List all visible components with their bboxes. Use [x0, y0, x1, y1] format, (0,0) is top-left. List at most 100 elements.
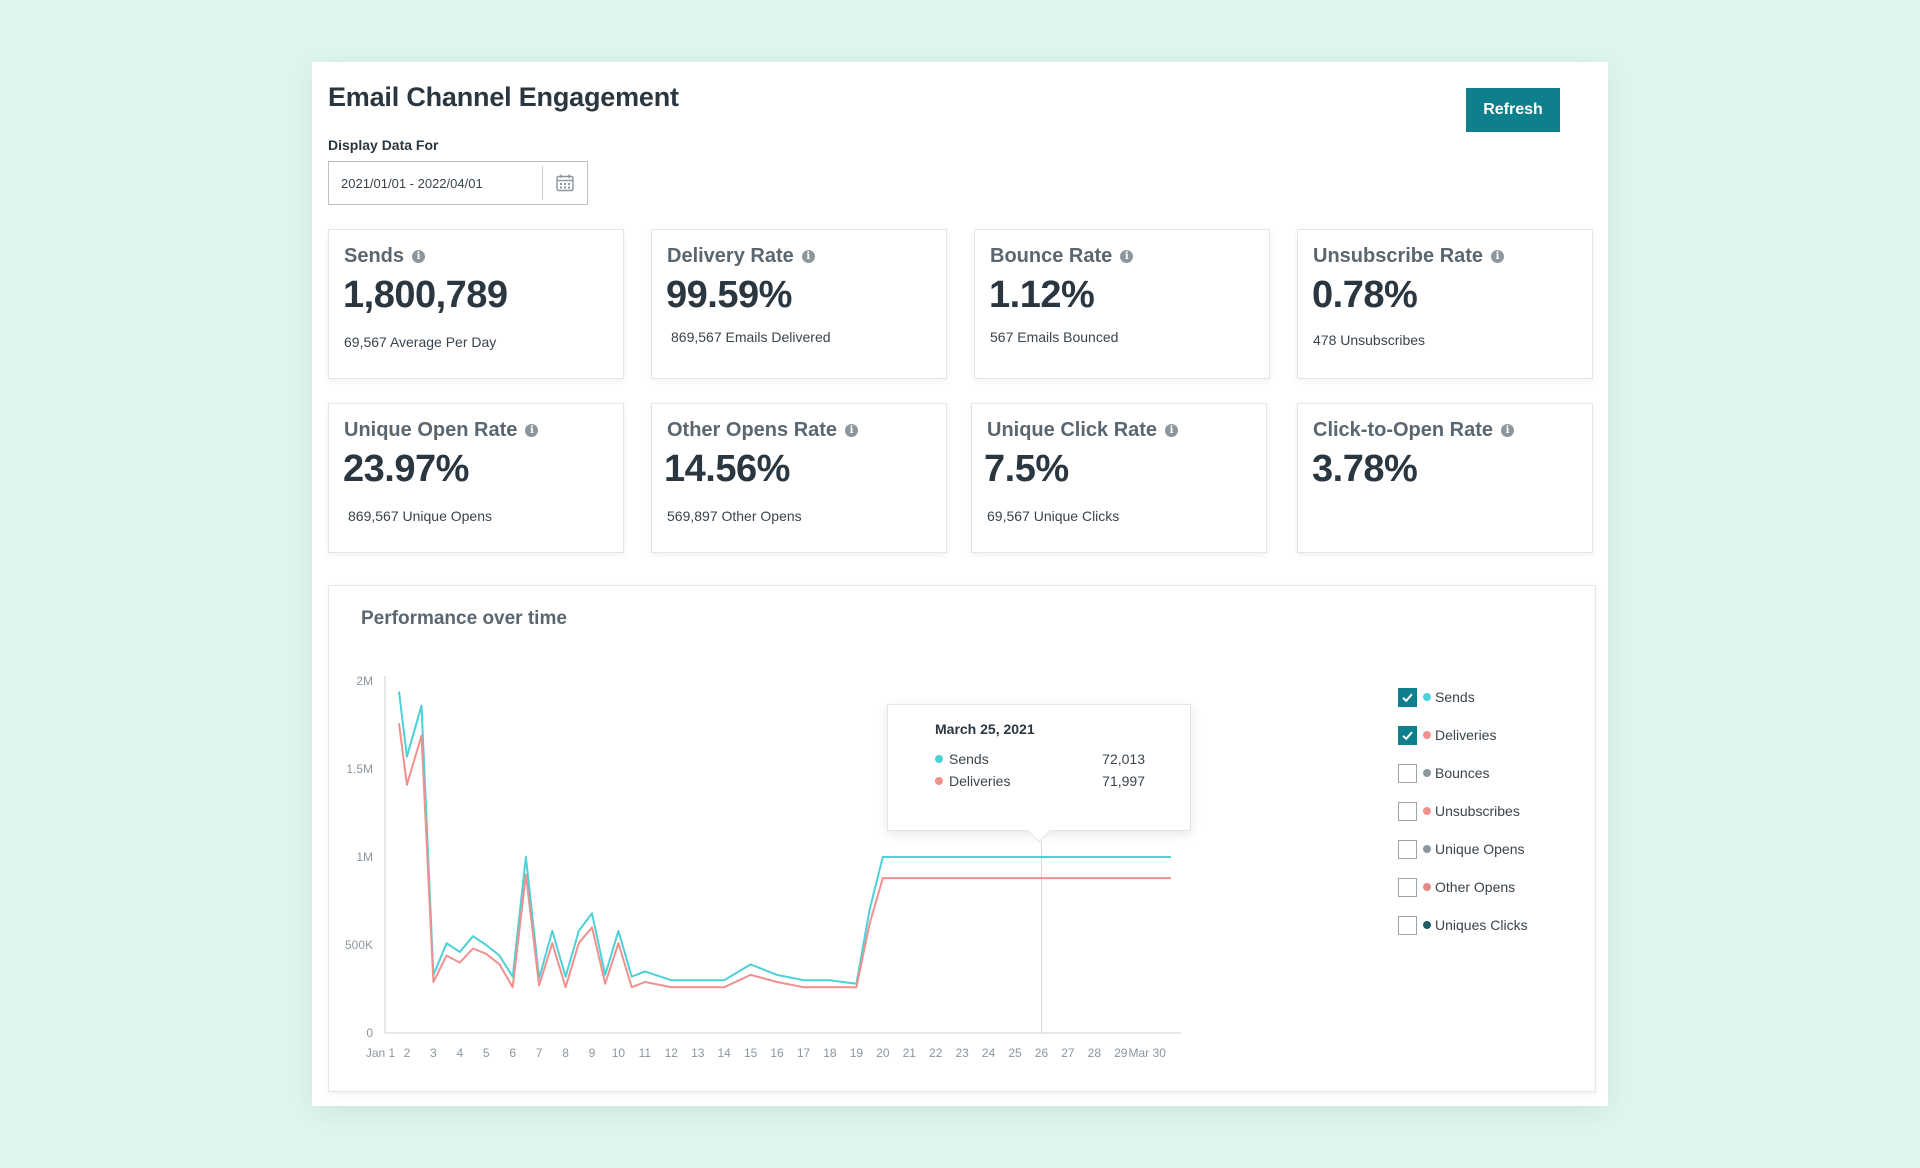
legend-item-other-opens[interactable]: Other Opens — [1398, 868, 1528, 906]
legend-dot — [1423, 769, 1431, 777]
x-tick-label: 15 — [744, 1046, 758, 1060]
check-icon — [1402, 693, 1413, 702]
legend-dot — [1423, 883, 1431, 891]
legend-checkbox[interactable] — [1398, 725, 1417, 745]
legend-item-deliveries[interactable]: Deliveries — [1398, 716, 1528, 754]
check-icon — [1402, 731, 1413, 740]
chart-legend: Sends Deliveries Bounces Unsubscribes Un — [1398, 678, 1528, 944]
x-tick-label: 4 — [456, 1046, 463, 1060]
info-icon[interactable]: i — [1491, 250, 1505, 263]
card-value: 1,800,789 — [343, 274, 508, 316]
calendar-button[interactable] — [543, 162, 587, 204]
legend-dot — [1423, 845, 1431, 853]
card-label: Other Opens Rate — [667, 419, 838, 441]
unsubscribe-rate-card: Unsubscribe Rate i 0.78% 478 Unsubscribes — [1297, 229, 1593, 379]
y-tick-label: 500K — [345, 938, 373, 952]
info-icon[interactable]: i — [412, 250, 426, 263]
refresh-button[interactable]: Refresh — [1466, 88, 1560, 132]
legend-dot — [1423, 921, 1431, 929]
card-label: Unsubscribe Rate — [1313, 245, 1484, 267]
legend-label: Sends — [1435, 689, 1475, 705]
x-tick-label: 2 — [404, 1046, 411, 1060]
legend-item-unsubscribes[interactable]: Unsubscribes — [1398, 792, 1528, 830]
card-value: 99.59% — [666, 274, 792, 316]
legend-checkbox[interactable] — [1398, 915, 1417, 935]
legend-item-bounces[interactable]: Bounces — [1398, 754, 1528, 792]
legend-checkbox[interactable] — [1398, 801, 1417, 821]
sends-dot — [935, 755, 943, 763]
unique-click-rate-card: Unique Click Rate i 7.5% 69,567 Unique Cl… — [971, 403, 1267, 553]
date-range-picker — [328, 161, 588, 205]
legend-label: Deliveries — [1435, 727, 1497, 743]
unique-open-rate-card: Unique Open Rate i 23.97% 869,567 Unique … — [328, 403, 624, 553]
card-label: Sends — [344, 245, 405, 267]
date-picker-divider — [542, 166, 544, 200]
info-icon[interactable]: i — [1501, 424, 1515, 437]
x-tick-label: 3 — [430, 1046, 437, 1060]
chart-title: Performance over time — [361, 608, 567, 629]
x-tick-label: 22 — [929, 1046, 943, 1060]
info-icon[interactable]: i — [525, 424, 539, 437]
legend-dot — [1423, 807, 1431, 815]
card-value: 7.5% — [984, 448, 1069, 490]
card-subtext: 569,897 Other Opens — [667, 508, 802, 524]
card-subtext: 869,567 Emails Delivered — [671, 329, 831, 345]
legend-checkbox[interactable] — [1398, 839, 1417, 859]
tooltip-value: 71,997 — [1102, 773, 1145, 789]
x-tick-label: 6 — [509, 1046, 516, 1060]
x-tick-label: 11 — [639, 1046, 652, 1060]
x-tick-label: 27 — [1061, 1046, 1075, 1060]
x-tick-label: 10 — [612, 1046, 626, 1060]
card-subtext: 567 Emails Bounced — [990, 329, 1119, 345]
card-value: 1.12% — [989, 274, 1095, 316]
tooltip-label: Deliveries — [949, 773, 1011, 789]
x-tick-label: 16 — [770, 1046, 784, 1060]
legend-checkbox[interactable] — [1398, 687, 1417, 707]
legend-label: Uniques Clicks — [1435, 917, 1528, 933]
deliveries-dot — [935, 777, 943, 785]
y-tick-label: 0 — [366, 1026, 373, 1040]
performance-chart-card: Performance over time 0 500K 1M 1.5M 2M Jan 1… — [328, 585, 1596, 1092]
calendar-icon — [556, 174, 574, 192]
chart-tooltip: March 25, 2021 Sends 72,013 Deliveries 7… — [887, 704, 1191, 843]
card-subtext: 869,567 Unique Opens — [348, 508, 492, 524]
card-label: Delivery Rate — [667, 245, 794, 267]
series-line-deliveries — [398, 723, 1171, 989]
info-icon[interactable]: i — [1120, 250, 1134, 263]
legend-item-sends[interactable]: Sends — [1398, 678, 1528, 716]
card-label: Click-to-Open Rate — [1313, 419, 1494, 441]
sends-card: Sends i 1,800,789 69,567 Average Per Day — [328, 229, 624, 379]
info-icon[interactable]: i — [801, 250, 815, 263]
info-icon[interactable]: i — [845, 424, 859, 437]
engagement-panel: Email Channel Engagement Refresh Display… — [312, 62, 1608, 1106]
y-tick-label: 1.5M — [346, 762, 373, 776]
x-tick-label: 25 — [1008, 1046, 1022, 1060]
x-tick-label: 12 — [665, 1046, 679, 1060]
x-tick-label: 23 — [955, 1046, 969, 1060]
legend-checkbox[interactable] — [1398, 763, 1417, 783]
series-line-sends — [398, 691, 1171, 985]
card-label: Unique Open Rate — [344, 419, 518, 441]
x-tick-label: 13 — [691, 1046, 705, 1060]
x-tick-label: 9 — [589, 1046, 596, 1060]
info-icon[interactable]: i — [1165, 424, 1179, 437]
tooltip-row-deliveries: Deliveries 71,997 — [935, 773, 1145, 789]
other-opens-rate-card: Other Opens Rate i 14.56% 569,897 Other O… — [651, 403, 947, 553]
click-to-open-rate-card: Click-to-Open Rate i 3.78% — [1297, 403, 1593, 553]
x-tick-label: 21 — [903, 1046, 917, 1060]
date-range-label: Display Data For — [328, 137, 439, 153]
legend-item-uniques-clicks[interactable]: Uniques Clicks — [1398, 906, 1528, 944]
legend-checkbox[interactable] — [1398, 877, 1417, 897]
legend-dot — [1423, 693, 1431, 701]
legend-dot — [1423, 731, 1431, 739]
legend-label: Unsubscribes — [1435, 803, 1520, 819]
legend-item-unique-opens[interactable]: Unique Opens — [1398, 830, 1528, 868]
x-tick-label: 5 — [483, 1046, 490, 1060]
x-tick-label: 20 — [876, 1046, 890, 1060]
bounce-rate-card: Bounce Rate i 1.12% 567 Emails Bounced — [974, 229, 1270, 379]
x-tick-label: 8 — [562, 1046, 569, 1060]
date-range-input[interactable] — [329, 162, 543, 204]
card-subtext: 69,567 Unique Clicks — [987, 508, 1120, 524]
x-tick-label: 24 — [982, 1046, 996, 1060]
